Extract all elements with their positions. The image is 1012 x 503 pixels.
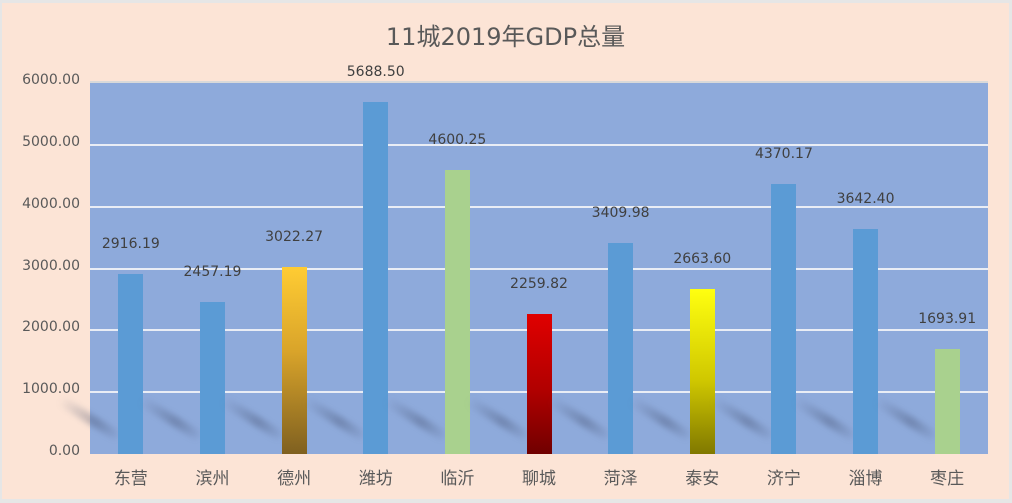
x-tick-label: 聊城 bbox=[522, 469, 556, 489]
bar-shadow bbox=[56, 395, 122, 442]
x-tick-label: 泰安 bbox=[685, 469, 720, 489]
data-label: 2916.19 bbox=[101, 235, 160, 252]
x-tick-label: 潍坊 bbox=[358, 469, 393, 489]
bar-shadow bbox=[791, 395, 857, 442]
plot-area bbox=[56, 81, 988, 454]
bar[interactable] bbox=[363, 102, 389, 454]
x-tick-label: 德州 bbox=[277, 469, 312, 489]
x-tick-label: 菏泽 bbox=[603, 469, 638, 489]
y-tick-label: 0.00 bbox=[48, 443, 80, 459]
bar-shadow bbox=[628, 395, 693, 442]
data-label: 4600.25 bbox=[428, 131, 487, 148]
data-label: 4370.17 bbox=[754, 145, 813, 162]
data-label: 2663.60 bbox=[673, 251, 732, 268]
bar[interactable] bbox=[934, 349, 960, 454]
gridline bbox=[90, 143, 988, 146]
bar[interactable] bbox=[199, 302, 225, 454]
bar-shadow bbox=[301, 395, 367, 442]
y-tick-label: 5000.00 bbox=[22, 133, 80, 150]
bar-shadow bbox=[546, 395, 612, 442]
bar[interactable] bbox=[771, 183, 797, 454]
data-label: 3642.40 bbox=[836, 190, 895, 207]
bar-shadow bbox=[464, 395, 530, 442]
bar[interactable] bbox=[853, 228, 879, 454]
y-tick-label: 2000.00 bbox=[22, 319, 80, 336]
chart-container: 11城2019年GDP总量 0.00 1000.00 2000.00 3000.00 4… bbox=[2, 3, 1009, 499]
bar-shadow bbox=[220, 395, 285, 442]
y-tick-label: 4000.00 bbox=[22, 195, 80, 212]
x-tick-label: 济宁 bbox=[766, 469, 801, 489]
chart-title: 11城2019年GDP总量 bbox=[385, 23, 626, 51]
data-label: 1693.91 bbox=[918, 311, 977, 328]
bar-shadow bbox=[383, 395, 449, 442]
bar-shadow bbox=[873, 395, 938, 442]
x-tick-label: 临沂 bbox=[440, 469, 475, 489]
data-label: 5688.50 bbox=[346, 64, 405, 81]
x-tick-label: 淄博 bbox=[848, 469, 883, 489]
bar[interactable] bbox=[608, 243, 634, 454]
data-label: 3409.98 bbox=[591, 205, 650, 222]
gridline bbox=[90, 267, 988, 270]
bar-shadow bbox=[709, 395, 775, 442]
bar[interactable] bbox=[526, 314, 552, 454]
y-tick-label: 6000.00 bbox=[22, 72, 80, 88]
bar-shadow bbox=[138, 395, 204, 442]
y-tick-label: 3000.00 bbox=[22, 257, 80, 274]
bar[interactable] bbox=[444, 169, 470, 454]
bar[interactable] bbox=[689, 289, 715, 454]
bar[interactable] bbox=[281, 267, 307, 454]
y-tick-label: 1000.00 bbox=[22, 381, 80, 398]
bar[interactable] bbox=[118, 273, 144, 454]
data-label: 3022.27 bbox=[265, 229, 324, 246]
data-label: 2457.19 bbox=[183, 264, 242, 281]
data-label: 2259.82 bbox=[510, 276, 568, 293]
gridline bbox=[90, 205, 988, 208]
x-tick-label: 枣庄 bbox=[930, 469, 965, 489]
x-tick-label: 滨州 bbox=[195, 469, 230, 489]
x-tick-label: 东营 bbox=[113, 469, 148, 489]
